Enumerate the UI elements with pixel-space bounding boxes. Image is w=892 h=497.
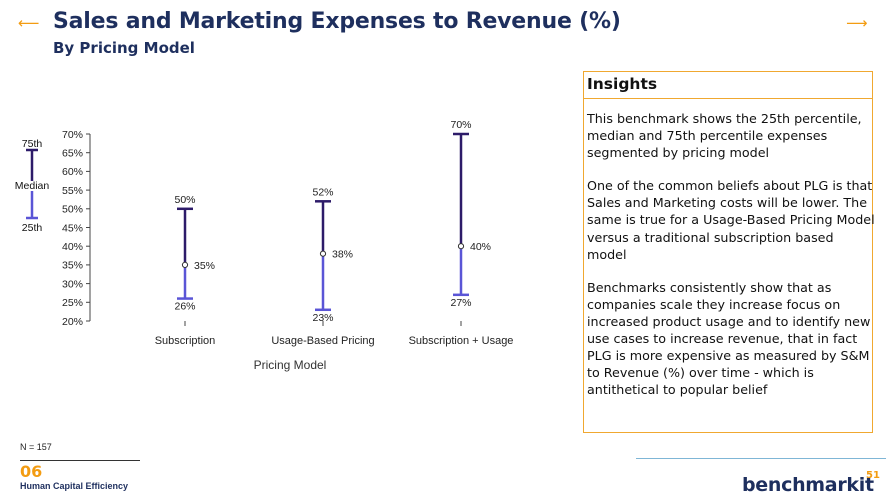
insights-panel: Insights This benchmark shows the 25th p… [583,71,875,433]
x-tick-label: Subscription + Usage [409,335,514,347]
legend-25th-label: 25th [22,222,43,234]
x-axis-labels: Subscription Usage-Based Pricing Subscript… [155,335,514,347]
median-point [319,250,327,257]
median-point [181,261,189,268]
footer-divider [20,460,140,461]
p75-value-label: 50% [174,194,195,206]
y-tick-label: 70% [62,129,83,141]
x-axis-title: Pricing Model [254,358,327,372]
section-name: Human Capital Efficiency [20,481,129,491]
p25-value-label: 23% [312,312,333,324]
chart-legend: 75th Median 25th [15,138,50,234]
insights-title: Insights [587,75,658,93]
arrow-left-icon: ⟵ [18,14,40,32]
page-subtitle: By Pricing Model [53,39,195,57]
benchmarkit-logo: benchmarkit [742,474,874,496]
footer-rule [636,458,886,459]
median-value-label: 38% [332,249,353,261]
y-tick-label: 45% [62,222,83,234]
median-point [457,243,465,250]
page-title: Sales and Marketing Expenses to Revenue … [53,9,621,34]
y-tick-label: 30% [62,278,83,290]
sample-size: N = 157 [20,442,52,452]
median-value-label: 35% [194,260,215,272]
insights-paragraph: Benchmarks consistently show that as com… [587,279,871,398]
legend-75th-label: 75th [22,138,43,150]
range-bars: 50% 26% 35% 52% 23% 38% 70% 27% 40% [174,119,491,326]
y-tick-label: 65% [62,148,83,160]
x-tick-label: Usage-Based Pricing [271,335,374,347]
insights-paragraph: This benchmark shows the 25th percentile… [587,111,862,161]
p75-value-label: 52% [312,186,333,198]
arrow-right-icon: ⟶ [846,14,868,32]
p75-value-label: 70% [450,119,471,131]
insights-header: Insights [584,72,872,99]
median-value-label: 40% [470,241,491,253]
y-axis-ticks: 20% 25% 30% 35% 40% 45% 50% 55% 60% 65% 70% [62,129,90,328]
y-tick-label: 55% [62,185,83,197]
y-tick-label: 50% [62,204,83,216]
p25-value-label: 26% [174,301,195,313]
y-tick-label: 40% [62,241,83,253]
insights-body: This benchmark shows the 25th percentile… [587,110,875,414]
x-tick-label: Subscription [155,335,216,347]
range-chart: 75th Median 25th 20% 25% 30% 35% 40% 45% 50% 55… [15,119,514,372]
insights-paragraph: One of the common beliefs about PLG is t… [587,178,875,262]
y-tick-label: 25% [62,297,83,309]
page-number: 51 [866,470,880,481]
p25-value-label: 27% [450,297,471,309]
y-tick-label: 35% [62,260,83,272]
y-tick-label: 60% [62,166,83,178]
y-tick-label: 20% [62,316,83,328]
section-number: 06 [20,462,43,481]
legend-median-label: Median [15,180,50,192]
